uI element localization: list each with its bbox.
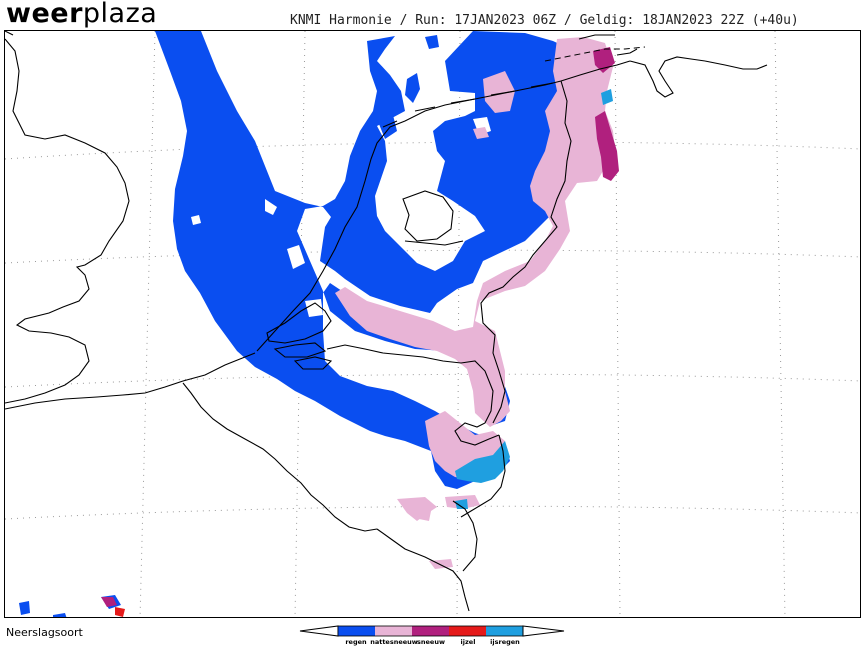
logo-bold-part: weer bbox=[6, 0, 83, 29]
freezing-rain-area bbox=[115, 607, 125, 617]
legend-left-arrow bbox=[299, 625, 339, 637]
legend-swatch-nattesneeuw bbox=[375, 626, 412, 636]
legend-label-nattesneeuw: nattesneeuw bbox=[370, 638, 418, 646]
precipitation-legend-bar bbox=[299, 625, 565, 637]
legend-label-sneeuw: sneeuw bbox=[417, 638, 445, 646]
model-run-header: KNMI Harmonie / Run: 17JAN2023 06Z / Gel… bbox=[290, 13, 799, 28]
legend-swatch-sneeuw bbox=[412, 626, 449, 636]
country-borders bbox=[5, 31, 768, 612]
legend-right-arrow bbox=[522, 625, 565, 637]
legend-title: Neerslagsoort bbox=[6, 626, 83, 639]
legend-swatch-ijzel bbox=[449, 626, 486, 636]
dashed-coast bbox=[544, 46, 646, 62]
legend-labels: regen nattesneeuw sneeuw ijzel ijsregen bbox=[298, 638, 568, 648]
precipitation-map bbox=[4, 30, 861, 618]
legend-label-ijsregen: ijsregen bbox=[490, 638, 520, 646]
logo-light-part: plaza bbox=[82, 0, 158, 29]
legend-label-regen: regen bbox=[345, 638, 367, 646]
dry-gaps bbox=[191, 117, 491, 317]
weerplaza-logo: weerplaza bbox=[6, 0, 157, 29]
legend-label-ijzel: ijzel bbox=[460, 638, 476, 646]
legend-swatch-regen bbox=[338, 626, 375, 636]
map-canvas bbox=[5, 31, 860, 617]
legend-swatch-ijsregen bbox=[486, 626, 523, 636]
ice-rain-area bbox=[455, 89, 613, 509]
rain-area bbox=[19, 31, 595, 617]
